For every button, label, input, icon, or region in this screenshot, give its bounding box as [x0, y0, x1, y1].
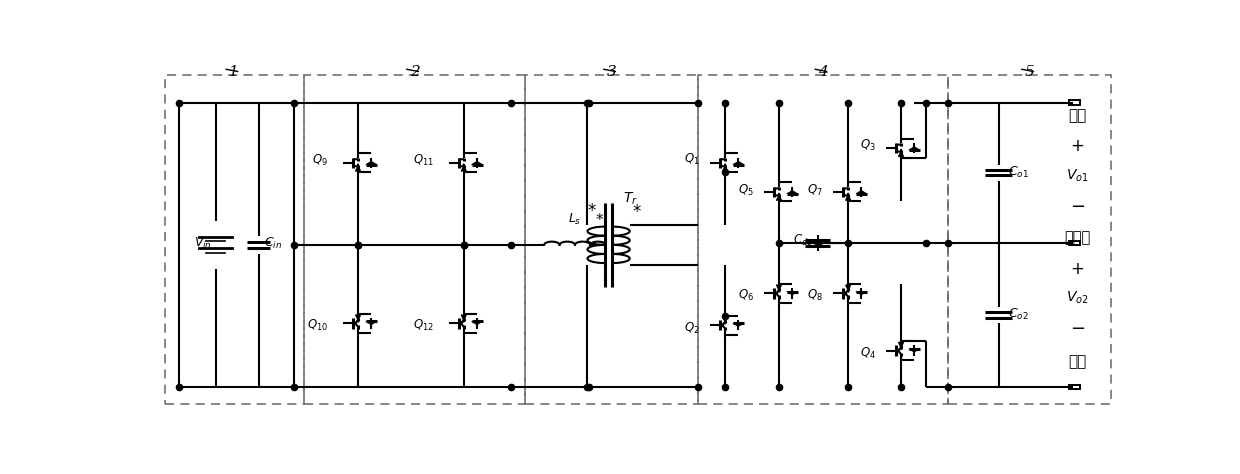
Text: $Q_9$: $Q_9$: [312, 154, 327, 168]
Polygon shape: [471, 321, 482, 325]
Bar: [1069, 100, 1080, 104]
Bar: [1069, 241, 1080, 245]
Text: $Q_3$: $Q_3$: [861, 137, 875, 153]
Polygon shape: [733, 161, 744, 164]
Text: *: *: [587, 202, 595, 220]
Text: −: −: [1070, 320, 1085, 338]
Polygon shape: [366, 321, 377, 325]
Bar: [947, 75, 1111, 404]
Text: 正极: 正极: [1069, 108, 1086, 123]
Text: $Q_{10}$: $Q_{10}$: [306, 318, 327, 333]
Text: $Q_8$: $Q_8$: [807, 288, 823, 303]
Polygon shape: [856, 292, 867, 295]
Text: −: −: [1070, 198, 1085, 216]
Polygon shape: [733, 323, 744, 327]
Text: 接地极: 接地极: [1064, 230, 1091, 245]
Text: $C_{o1}$: $C_{o1}$: [1008, 165, 1029, 180]
Text: 4: 4: [818, 65, 828, 79]
Bar: [698, 75, 947, 404]
Polygon shape: [909, 146, 920, 150]
Bar: [1069, 385, 1080, 389]
Text: $Q_{11}$: $Q_{11}$: [413, 154, 434, 168]
Text: $T_r$: $T_r$: [624, 190, 639, 207]
Text: 负极: 负极: [1069, 354, 1086, 369]
Text: 1: 1: [229, 65, 238, 79]
Text: 2: 2: [409, 65, 419, 79]
Bar: [304, 75, 525, 404]
Text: $C_{o2}$: $C_{o2}$: [1008, 307, 1029, 322]
Text: 3: 3: [606, 65, 616, 79]
Text: $C_{in}$: $C_{in}$: [264, 236, 281, 251]
Text: $Q_7$: $Q_7$: [807, 182, 823, 198]
Polygon shape: [856, 191, 867, 194]
Text: $Q_1$: $Q_1$: [684, 152, 699, 167]
Text: +: +: [1070, 260, 1085, 278]
Bar: [165, 75, 304, 404]
Text: $V_{o1}$: $V_{o1}$: [1066, 167, 1089, 184]
Bar: [525, 75, 698, 404]
Text: $Q_{12}$: $Q_{12}$: [413, 318, 434, 333]
Polygon shape: [909, 349, 920, 352]
Polygon shape: [366, 161, 377, 164]
Text: $Q_4$: $Q_4$: [859, 346, 875, 361]
Polygon shape: [786, 292, 797, 295]
Polygon shape: [471, 161, 482, 164]
Text: $Q_6$: $Q_6$: [738, 288, 754, 303]
Polygon shape: [786, 191, 797, 194]
Text: *: *: [632, 203, 641, 221]
Text: *: *: [595, 213, 603, 228]
Text: $Q_2$: $Q_2$: [684, 320, 699, 336]
Text: $C_{dc}$: $C_{dc}$: [794, 233, 813, 248]
Text: +: +: [1070, 137, 1085, 155]
Text: $V_{in}$: $V_{in}$: [193, 236, 212, 251]
Text: $V_{o2}$: $V_{o2}$: [1066, 290, 1089, 306]
Text: $Q_5$: $Q_5$: [738, 182, 754, 198]
Text: $L_s$: $L_s$: [568, 212, 582, 228]
Text: 5: 5: [1024, 65, 1034, 79]
